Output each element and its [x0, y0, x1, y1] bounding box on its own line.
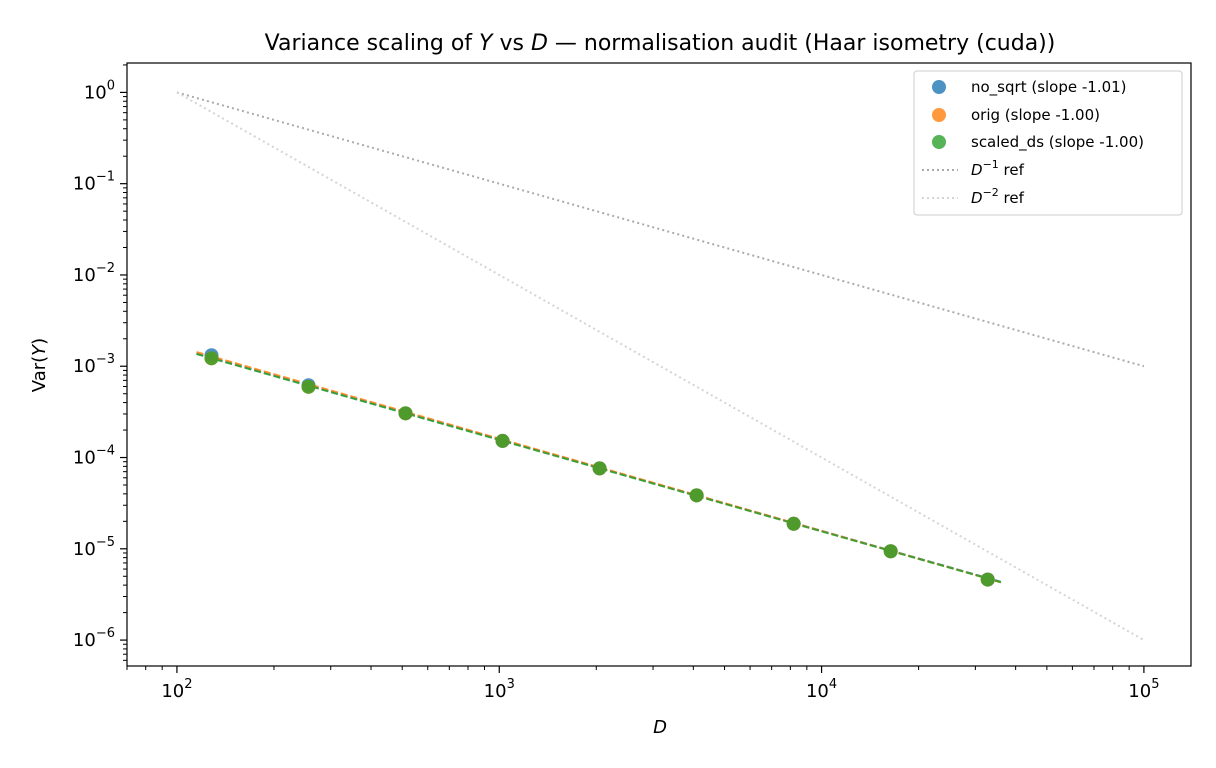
- legend-label-d-inv-ref: D−1 ref: [971, 158, 1025, 179]
- y-tick-label: 10−6: [73, 626, 115, 651]
- legend-label-d-inv2-ref: D−2 ref: [971, 186, 1025, 207]
- legend-label-scaled-ds: scaled_ds (slope -1.00): [971, 133, 1144, 152]
- point-scaled-ds: [786, 516, 801, 531]
- point-scaled-ds: [301, 379, 316, 394]
- plot-frame: [126, 62, 1192, 667]
- legend-box: [913, 70, 1183, 216]
- fit-line-scaled-ds: [196, 353, 1002, 584]
- point-scaled-ds: [689, 488, 704, 503]
- point-scaled-ds: [495, 433, 510, 448]
- x-axis: 102 103 104 105: [126, 666, 1159, 702]
- legend-label-orig: orig (slope -1.00): [971, 106, 1100, 124]
- point-scaled-ds: [883, 544, 898, 559]
- y-tick-label: 10−3: [73, 352, 115, 377]
- chart-title: Variance scaling of Y vs D — normalisati…: [265, 31, 1056, 56]
- legend-marker-no-sqrt: [932, 80, 946, 94]
- x-axis-label: D: [653, 717, 667, 738]
- y-tick-label: 10−5: [73, 535, 115, 560]
- legend-marker-orig: [932, 108, 946, 122]
- x-tick-label: 103: [484, 677, 515, 702]
- point-scaled-ds: [398, 406, 413, 421]
- y-axis: 100 10−1 10−2 10−3 10−4 10−5 10−6: [73, 64, 127, 661]
- x-tick-label: 104: [806, 677, 837, 702]
- x-tick-label: 102: [161, 677, 192, 702]
- y-tick-label: 10−1: [73, 170, 115, 195]
- point-scaled-ds: [204, 351, 219, 366]
- legend: no_sqrt (slope -1.01) orig (slope -1.00)…: [913, 70, 1183, 216]
- fit-lines: [196, 351, 1002, 584]
- data-points: [204, 348, 995, 587]
- reference-line-d-inv2: [176, 91, 1145, 641]
- legend-label-no-sqrt: no_sqrt (slope -1.01): [971, 78, 1127, 97]
- y-tick-label: 100: [84, 78, 115, 103]
- point-scaled-ds: [980, 572, 995, 587]
- point-scaled-ds: [592, 461, 607, 476]
- legend-marker-scaled-ds: [932, 135, 946, 149]
- reference-line-d-inv: [176, 91, 1145, 368]
- reference-lines: [176, 91, 1145, 641]
- y-tick-label: 10−4: [73, 444, 115, 469]
- x-tick-label: 105: [1128, 677, 1159, 702]
- y-tick-label: 10−2: [73, 261, 115, 286]
- y-axis-label: Var(Y): [29, 338, 50, 392]
